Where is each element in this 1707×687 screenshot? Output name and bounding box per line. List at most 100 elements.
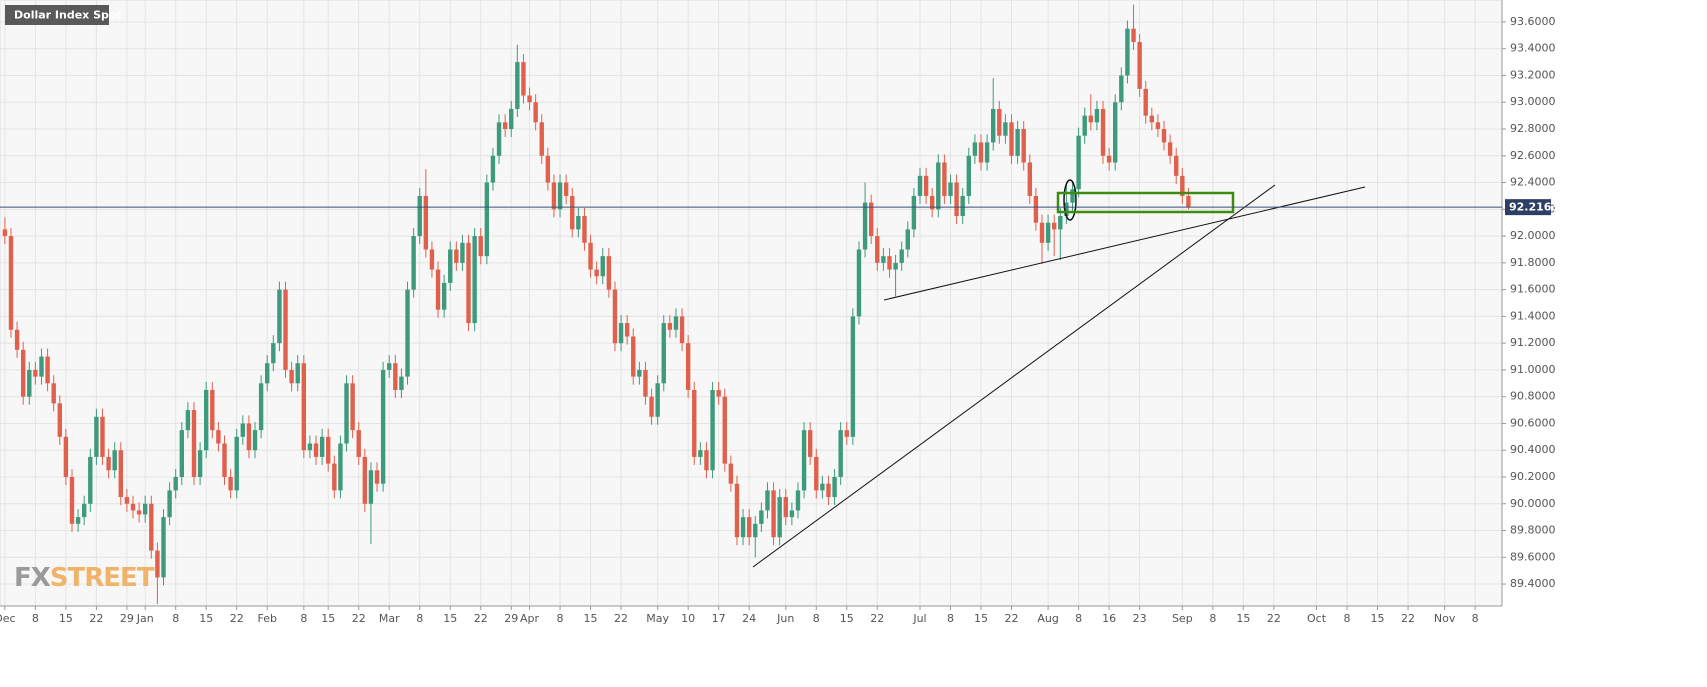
candle-body [1094, 108, 1100, 123]
candle-body [1070, 189, 1075, 203]
candle-body [606, 256, 612, 290]
candle-body [454, 249, 459, 263]
candle-body [265, 363, 270, 384]
candle-body [807, 430, 813, 457]
candle-body [1015, 129, 1020, 156]
candle-body [88, 456, 93, 504]
candle-body [319, 436, 325, 457]
candle-body [685, 343, 691, 390]
last-price-label: 92.2163 [1509, 201, 1559, 214]
candle-body [1058, 216, 1063, 230]
candle-body [51, 383, 56, 404]
candle-body [295, 363, 300, 384]
candle-body [868, 202, 874, 237]
candle-body [301, 363, 307, 451]
candle-body [45, 356, 50, 384]
candle-body [1131, 28, 1136, 43]
candle-body [557, 182, 563, 210]
candle-body [734, 483, 740, 538]
candle-body [765, 490, 770, 511]
candle-body [716, 389, 721, 397]
candle-body [356, 430, 361, 457]
candle-body [600, 256, 605, 277]
x-tick-label: 8 [172, 612, 179, 625]
candle-body [20, 349, 26, 397]
candle-body [1125, 28, 1130, 76]
candle-body [521, 62, 526, 96]
candle-body [1106, 155, 1112, 163]
candle-body [27, 369, 32, 397]
x-tick-label: 15 [321, 612, 335, 625]
candle-body [667, 323, 673, 330]
candle-body [527, 95, 532, 103]
x-tick-label: 22 [230, 612, 244, 625]
candle-body [1137, 42, 1142, 89]
candle-body [283, 289, 288, 370]
candle-body [594, 269, 599, 277]
candle-body [801, 430, 807, 491]
candle-body [496, 122, 502, 156]
candle-body [326, 436, 331, 464]
candle-body [441, 282, 447, 310]
candle-body [228, 476, 233, 491]
candle-body [1149, 115, 1155, 123]
candle-body [875, 236, 880, 263]
x-tick-label: 16 [1102, 612, 1116, 625]
candle-body [814, 456, 819, 491]
candle-body [167, 490, 172, 518]
drawings [752, 179, 1366, 568]
candle-body [753, 523, 758, 538]
x-tick-label: 8 [813, 612, 820, 625]
x-tick-label: 8 [1472, 612, 1479, 625]
plot-area [0, 0, 1503, 607]
candle-body [990, 108, 996, 143]
x-tick-label: 8 [1209, 612, 1216, 625]
candle-body [862, 202, 868, 250]
candle-body [795, 490, 801, 511]
candle-body [155, 550, 160, 578]
candle-body [728, 463, 734, 484]
candle-body [692, 389, 697, 457]
x-tick-label: 15 [199, 612, 213, 625]
axes: 89.4000 89.6000 89.8000 90.0000 90.2000 90.40… [0, 0, 1559, 625]
candle-body [14, 329, 20, 350]
candle-body [631, 336, 636, 377]
x-tick-label: 15 [443, 612, 457, 625]
x-tick-label: Nov [1434, 612, 1456, 625]
candle-body [624, 323, 630, 337]
candle-body [33, 369, 38, 377]
last-price-box [1505, 199, 1551, 216]
candle-body [588, 242, 593, 270]
candle-body [124, 497, 130, 504]
y-tick-label: 89.4000 [1510, 577, 1556, 590]
candle-body [545, 155, 551, 183]
candle-body [972, 142, 978, 156]
candle-body [1186, 195, 1191, 208]
y-tick-label: 92.6000 [1510, 149, 1556, 162]
x-tick-label: 23 [1133, 612, 1147, 625]
candle-body [405, 289, 410, 377]
candle-body [1088, 115, 1094, 123]
y-tick-label: 91.2000 [1510, 336, 1556, 349]
x-tick-label: 22 [89, 612, 103, 625]
candle-body [618, 323, 624, 344]
trend-line [883, 186, 1366, 301]
candle-body [161, 517, 166, 578]
candle-body [234, 436, 239, 491]
candle-body [130, 503, 136, 511]
candle-body [179, 430, 185, 477]
x-tick-label: 15 [584, 612, 598, 625]
candle-body [509, 108, 514, 130]
candle-body [136, 510, 142, 515]
candle-body [1161, 129, 1167, 143]
candle-body [411, 236, 416, 290]
candle-body [1039, 222, 1045, 243]
x-tick-label: 17 [712, 612, 726, 625]
candle-body [856, 249, 862, 317]
candle-body [1119, 75, 1124, 103]
x-tick-label: 29 [504, 612, 518, 625]
candle-body [673, 316, 679, 330]
candle-body [698, 450, 703, 457]
